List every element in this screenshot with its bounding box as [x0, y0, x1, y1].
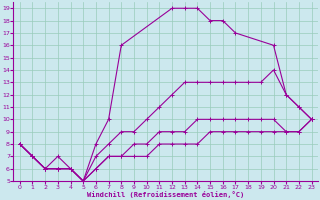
X-axis label: Windchill (Refroidissement éolien,°C): Windchill (Refroidissement éolien,°C) [87, 191, 244, 198]
